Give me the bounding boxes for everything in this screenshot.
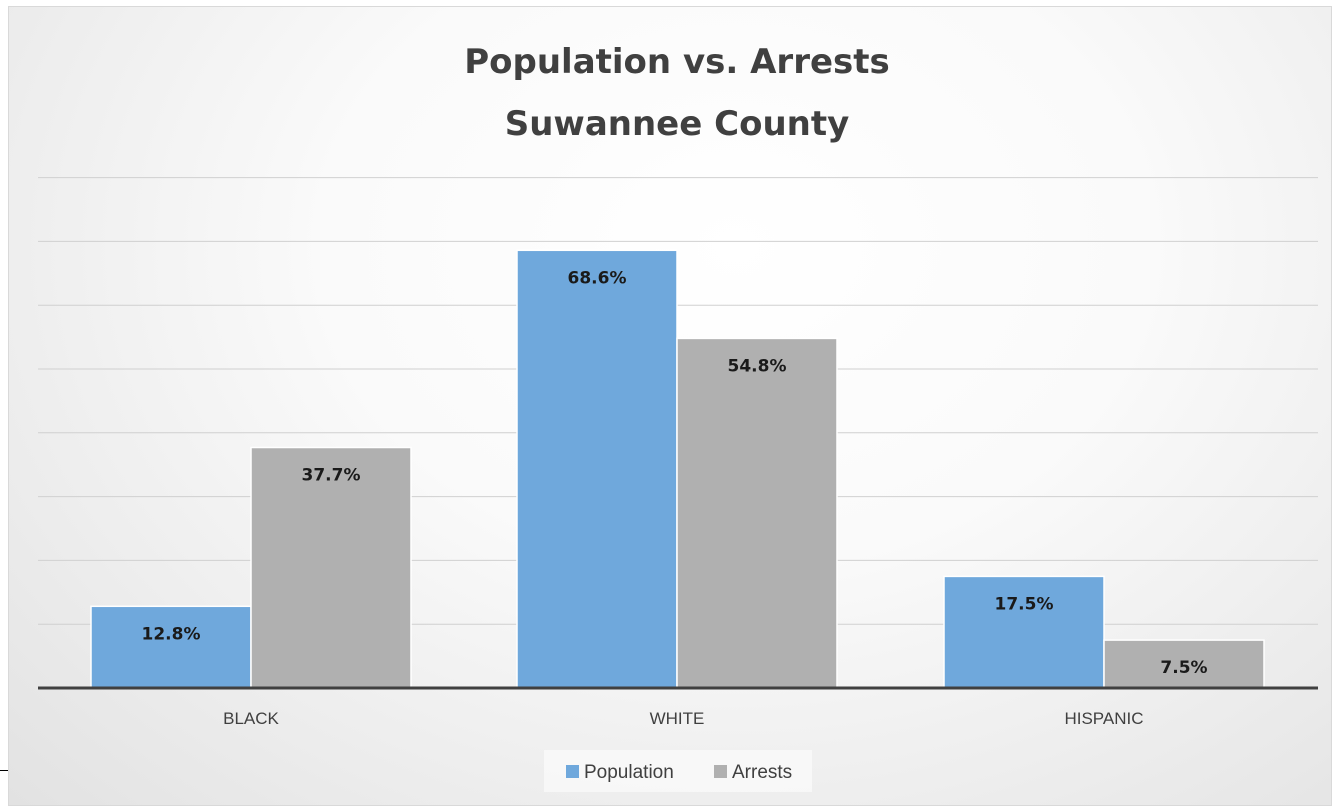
category-label-hispanic: HISPANIC <box>1064 709 1143 728</box>
legend-swatch-arrests <box>714 765 727 778</box>
bar-arrests-black <box>250 446 412 689</box>
data-label-population-black: 12.8% <box>142 624 201 644</box>
data-label-population-white: 68.6% <box>568 268 627 288</box>
legend-box <box>544 750 812 792</box>
chart-title-line-1: Population vs. Arrests <box>464 42 890 82</box>
legend-label-arrests: Arrests <box>732 762 792 783</box>
data-labels: 12.8% 68.6% 17.5% 37.7% 54.8% 7.5% <box>142 268 1208 678</box>
bar-population-white <box>516 249 678 689</box>
data-label-arrests-white: 54.8% <box>728 356 787 376</box>
data-label-population-hispanic: 17.5% <box>995 594 1054 614</box>
legend: Population Arrests <box>544 750 812 792</box>
data-label-arrests-hispanic: 7.5% <box>1160 658 1207 678</box>
category-label-white: WHITE <box>650 709 705 728</box>
bar-population-hispanic <box>943 575 1105 689</box>
bar-population-black <box>90 605 252 689</box>
legend-swatch-population <box>566 765 579 778</box>
category-labels: BLACK WHITE HISPANIC <box>223 709 1143 728</box>
bar-arrests-hispanic <box>1103 639 1265 689</box>
legend-label-population: Population <box>584 762 674 783</box>
category-label-black: BLACK <box>223 709 279 728</box>
bar-arrests-white <box>676 337 838 689</box>
chart-title: Population vs. Arrests Suwannee County <box>464 42 890 144</box>
page-edge-mark <box>0 770 8 771</box>
bars <box>90 249 1265 689</box>
data-label-arrests-black: 37.7% <box>302 466 361 486</box>
chart-title-line-2: Suwannee County <box>505 104 850 144</box>
